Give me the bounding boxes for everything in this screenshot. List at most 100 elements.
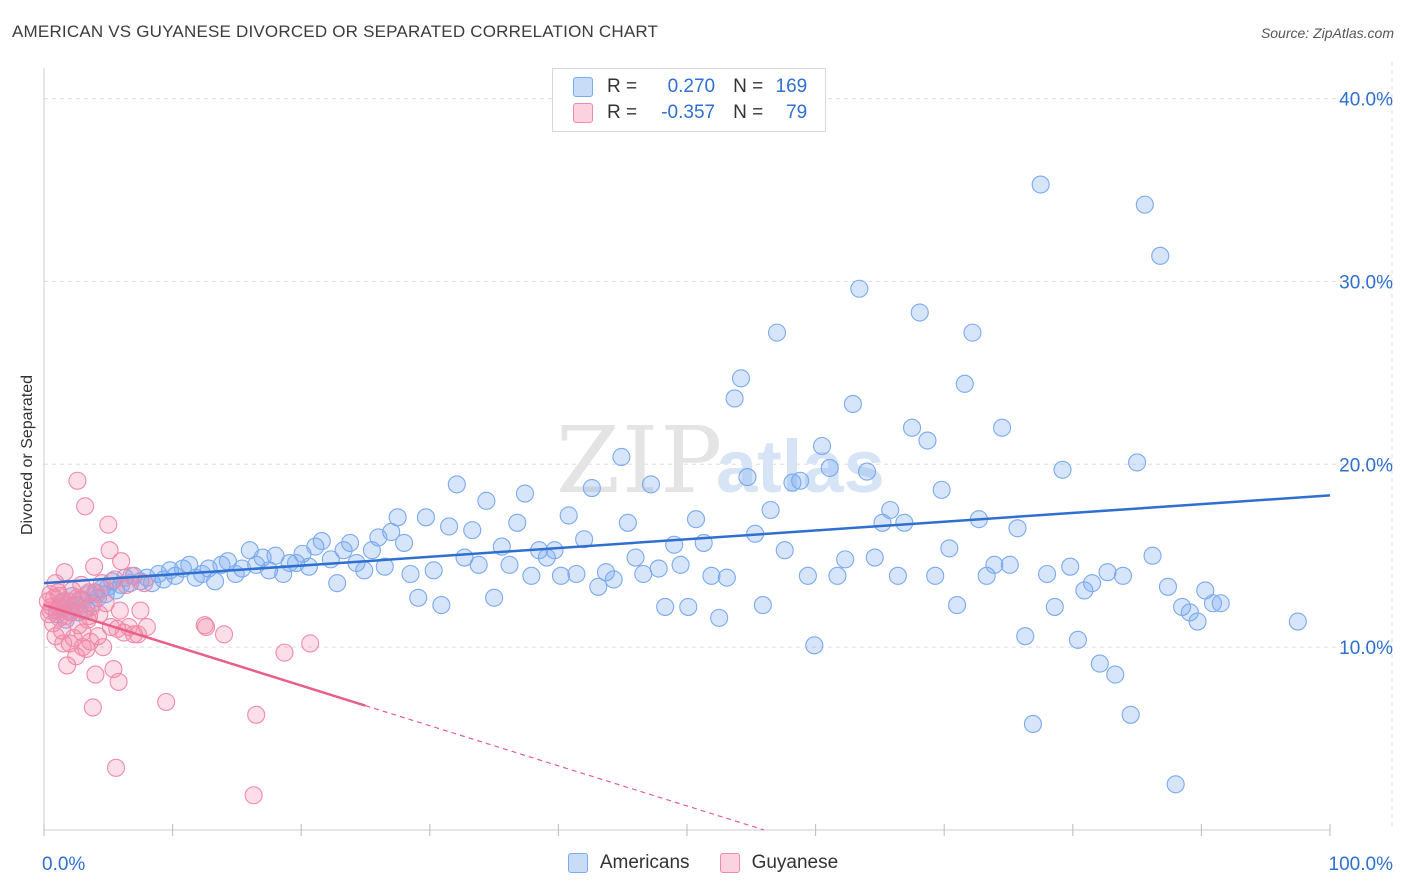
y-tick-label: 30.0% bbox=[1339, 272, 1393, 293]
gridlines bbox=[44, 62, 1393, 830]
americans-point bbox=[948, 596, 967, 615]
americans-point bbox=[1045, 597, 1064, 616]
americans-point bbox=[312, 532, 331, 551]
americans-point bbox=[1128, 453, 1147, 472]
americans-point bbox=[424, 561, 443, 580]
americans-point bbox=[828, 566, 847, 585]
guyanese-point bbox=[275, 643, 294, 662]
americans-point bbox=[567, 564, 586, 584]
americans-point bbox=[604, 570, 623, 589]
americans-point bbox=[805, 636, 824, 655]
americans-point bbox=[963, 323, 982, 342]
americans-point bbox=[551, 566, 571, 585]
americans-point bbox=[865, 548, 884, 567]
americans-point bbox=[485, 588, 504, 607]
americans-point bbox=[738, 468, 757, 487]
americans-point bbox=[725, 389, 744, 408]
guyanese-point bbox=[50, 586, 69, 605]
x-tick-label: 0.0% bbox=[42, 854, 85, 875]
n-value: 79 bbox=[786, 102, 808, 123]
americans-point bbox=[918, 431, 937, 450]
americans-point bbox=[783, 473, 802, 492]
americans-point bbox=[1023, 714, 1042, 733]
americans-point bbox=[955, 374, 974, 393]
americans-point bbox=[836, 550, 855, 569]
guyanese-point bbox=[85, 557, 104, 576]
guyanese-point bbox=[100, 541, 119, 560]
legend-item-americans[interactable]: Americans bbox=[567, 852, 690, 874]
guyanese-legend-swatch bbox=[719, 853, 740, 873]
americans-point bbox=[1075, 581, 1094, 600]
americans-point bbox=[932, 480, 951, 499]
americans-point bbox=[761, 500, 780, 520]
guyanese-point bbox=[109, 672, 128, 691]
legend-item-guyanese[interactable]: Guyanese bbox=[719, 852, 838, 874]
americans-point bbox=[649, 559, 668, 578]
guyanese-point bbox=[112, 552, 131, 571]
americans-point bbox=[341, 533, 360, 552]
guyanese-swatch bbox=[573, 103, 593, 123]
americans-point bbox=[1098, 563, 1117, 582]
americans-point bbox=[522, 566, 541, 585]
americans-point bbox=[1061, 557, 1080, 576]
americans-point bbox=[1135, 195, 1154, 214]
guyanese-point bbox=[157, 692, 176, 712]
americans-point bbox=[1053, 460, 1072, 479]
americans-point bbox=[857, 462, 877, 481]
americans-point bbox=[798, 566, 817, 585]
source-label: Source: ZipAtlas.com bbox=[1260, 25, 1394, 41]
americans-point bbox=[582, 479, 601, 498]
americans-point bbox=[1031, 175, 1050, 194]
americans-point bbox=[702, 566, 721, 585]
americans-point bbox=[515, 484, 535, 503]
guyanese-point bbox=[88, 627, 108, 646]
guyanese-point bbox=[214, 625, 234, 644]
guyanese-point bbox=[131, 601, 150, 620]
americans-point bbox=[902, 418, 922, 437]
americans-point bbox=[355, 561, 374, 580]
guyanese-point bbox=[301, 634, 320, 653]
americans-point bbox=[508, 513, 527, 532]
americans-point bbox=[559, 506, 578, 525]
guyanese-point bbox=[99, 515, 118, 534]
americans-point bbox=[634, 564, 653, 584]
y-tick-label: 40.0% bbox=[1339, 90, 1393, 111]
guyanese-point bbox=[54, 634, 73, 653]
americans-point bbox=[843, 394, 862, 413]
americans-point bbox=[477, 491, 496, 510]
americans-point bbox=[618, 513, 637, 532]
americans-point bbox=[881, 500, 900, 520]
guyanese-point bbox=[196, 617, 216, 637]
guyanese-trend-extension bbox=[365, 705, 765, 831]
guyanese-point bbox=[86, 665, 105, 684]
americans-point bbox=[401, 564, 420, 584]
americans-point bbox=[1143, 546, 1162, 565]
americans-swatch bbox=[573, 77, 593, 97]
americans-point bbox=[545, 541, 564, 560]
americans-point bbox=[1188, 612, 1207, 631]
americans-point bbox=[767, 323, 787, 342]
r-value: -0.357 bbox=[661, 102, 716, 123]
americans-point bbox=[328, 574, 347, 593]
americans-point bbox=[1180, 603, 1199, 622]
guyanese-point bbox=[94, 638, 113, 657]
americans-point bbox=[447, 475, 466, 494]
guyanese-trend-line bbox=[43, 603, 366, 707]
r-label: R = bbox=[607, 76, 638, 97]
americans-point bbox=[820, 458, 839, 477]
guyanese-point bbox=[79, 583, 99, 602]
americans-point bbox=[888, 566, 907, 585]
americans-point bbox=[671, 555, 690, 574]
americans-point bbox=[266, 546, 285, 565]
n-value: 169 bbox=[775, 76, 808, 97]
americans-point bbox=[641, 475, 661, 494]
x-tick-label: 100.0% bbox=[1329, 854, 1394, 875]
americans-point bbox=[432, 596, 451, 615]
americans-point bbox=[1016, 627, 1035, 646]
stats-row-americans: R = 0.270 N = 169 bbox=[573, 75, 807, 99]
americans-trend-line bbox=[43, 494, 1331, 585]
guyanese-point bbox=[110, 601, 129, 620]
guyanese-point bbox=[76, 497, 95, 516]
americans-point bbox=[812, 436, 832, 456]
americans-point bbox=[710, 608, 729, 627]
